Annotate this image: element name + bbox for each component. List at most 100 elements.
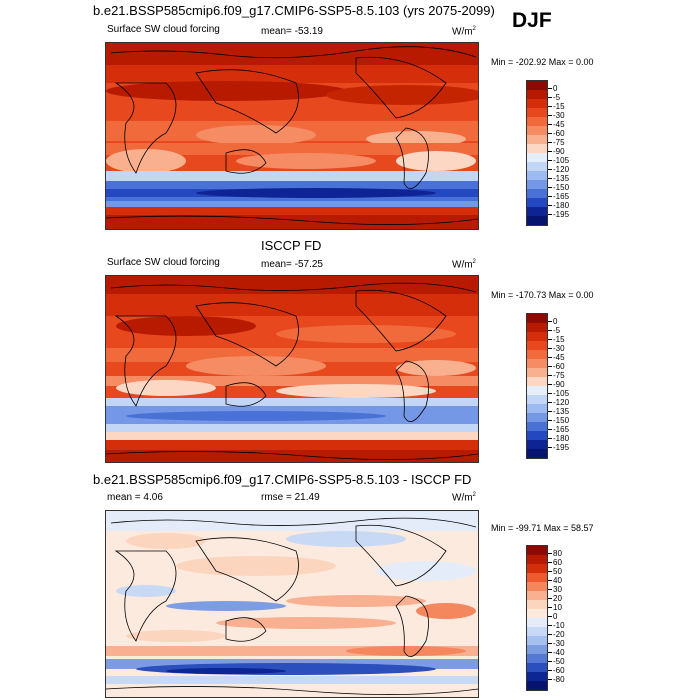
panel2-swatch-15 <box>527 449 547 458</box>
panel2-swatch-0 <box>527 314 547 323</box>
panel2-tick: -120 <box>547 398 570 407</box>
panel2-tick: -105 <box>547 389 570 398</box>
panel3-tick: 50 <box>548 567 562 576</box>
panel1-colorbar <box>526 80 548 226</box>
panel3-swatch-0 <box>527 546 547 555</box>
panel2-tick: -30 <box>548 344 565 353</box>
panel1-swatch-5 <box>527 126 547 135</box>
panel3-tick: 80 <box>548 549 562 558</box>
panel1-map-svg <box>106 43 478 229</box>
panel2-map-svg <box>106 276 478 462</box>
panel3-swatch-15 <box>527 681 547 690</box>
page-title: b.e21.BSSP585cmip6.f09_g17.CMIP6-SSP5-8.… <box>93 3 495 18</box>
panel2-swatch-13 <box>527 431 547 440</box>
panel3-swatch-14 <box>527 672 547 681</box>
panel2-swatch-14 <box>527 440 547 449</box>
panel2-heading: ISCCP FD <box>261 238 322 253</box>
panel2-map <box>105 275 479 463</box>
panel3-minmax: Min = -99.71 Max = 58.57 <box>491 523 594 533</box>
panel3-rmse: rmse = 21.49 <box>261 492 320 503</box>
panel2-subtitle: Surface SW cloud forcing <box>107 257 220 268</box>
panel1-swatch-10 <box>527 171 547 180</box>
panel2-swatch-9 <box>527 395 547 404</box>
panel1-swatch-6 <box>527 135 547 144</box>
panel2-tick: -180 <box>547 434 570 443</box>
panel1-tick: -75 <box>548 138 565 147</box>
panel3-tick: -80 <box>548 675 565 684</box>
panel2-tick: 0 <box>547 317 558 326</box>
panel2-swatch-11 <box>527 413 547 422</box>
panel2-swatch-12 <box>527 422 547 431</box>
panel1-swatch-13 <box>527 198 547 207</box>
panel2-swatch-10 <box>527 404 547 413</box>
panel2-swatch-3 <box>527 341 547 350</box>
panel3-swatch-11 <box>527 645 547 654</box>
panel2-swatch-1 <box>527 323 547 332</box>
panel2-tick: -45 <box>548 353 565 362</box>
panel3-tick: 20 <box>548 594 562 603</box>
panel2-swatch-2 <box>527 332 547 341</box>
panel3-tick: 40 <box>548 576 562 585</box>
panel3-units: W/m2 <box>452 492 476 504</box>
panel1-tick: -180 <box>547 201 570 210</box>
panel1-tick: -150 <box>547 183 570 192</box>
panel3-tick: -30 <box>548 639 565 648</box>
panel3-swatch-4 <box>527 582 547 591</box>
panel2-swatch-5 <box>527 359 547 368</box>
panel3-map <box>105 510 479 698</box>
panel3-tick: 0 <box>547 612 558 621</box>
panel3-mean: mean = 4.06 <box>107 492 163 503</box>
panel1-tick: -105 <box>547 156 570 165</box>
panel1-tick: -120 <box>547 165 570 174</box>
panel1-swatch-2 <box>527 99 547 108</box>
panel1-swatch-4 <box>527 117 547 126</box>
panel2-tick: -75 <box>548 371 565 380</box>
panel1-tick: -45 <box>548 120 565 129</box>
panel3-tick: 10 <box>548 603 562 612</box>
panel3-swatch-1 <box>527 555 547 564</box>
panel1-swatch-8 <box>527 153 547 162</box>
panel1-tick: -15 <box>548 102 565 111</box>
panel1-swatch-1 <box>527 90 547 99</box>
panel2-tick: -60 <box>548 362 565 371</box>
panel2-swatch-8 <box>527 386 547 395</box>
panel3-tick: -60 <box>548 666 565 675</box>
panel2-swatch-7 <box>527 377 547 386</box>
panel1-map <box>105 42 479 230</box>
panel2-tick: -90 <box>548 380 565 389</box>
panel2-tick: -5 <box>547 326 561 335</box>
panel2-tick: -195 <box>547 443 570 452</box>
panel3-swatch-10 <box>527 636 547 645</box>
panel3-colorbar <box>526 545 548 691</box>
panel1-tick: -165 <box>547 192 570 201</box>
panel3-map-svg <box>106 511 478 697</box>
panel3-tick: -10 <box>548 621 565 630</box>
panel3-tick: 30 <box>548 585 562 594</box>
panel3-swatch-5 <box>527 591 547 600</box>
season-label: DJF <box>512 9 552 32</box>
panel1-tick: -135 <box>547 174 570 183</box>
panel2-colorbar <box>526 313 548 459</box>
panel2-minmax: Min = -170.73 Max = 0.00 <box>491 290 594 300</box>
panel1-tick: 0 <box>547 84 558 93</box>
panel3-swatch-7 <box>527 609 547 618</box>
panel1-swatch-15 <box>527 216 547 225</box>
panel3-tick: -40 <box>548 648 565 657</box>
panel1-swatch-14 <box>527 207 547 216</box>
panel1-swatch-12 <box>527 189 547 198</box>
panel3-swatch-6 <box>527 600 547 609</box>
panel1-tick: -90 <box>548 147 565 156</box>
panel3-tick: -20 <box>548 630 565 639</box>
panel2-tick: -135 <box>547 407 570 416</box>
panel2-tick: -15 <box>548 335 565 344</box>
panel1-minmax: Min = -202.92 Max = 0.00 <box>491 57 594 67</box>
panel3-swatch-8 <box>527 618 547 627</box>
panel1-swatch-9 <box>527 162 547 171</box>
panel3-swatch-12 <box>527 654 547 663</box>
panel1-swatch-3 <box>527 108 547 117</box>
panel2-tick: -150 <box>547 416 570 425</box>
panel1-subtitle: Surface SW cloud forcing <box>107 24 220 35</box>
panel2-tick: -165 <box>547 425 570 434</box>
panel1-tick: -60 <box>548 129 565 138</box>
panel1-swatch-0 <box>527 81 547 90</box>
